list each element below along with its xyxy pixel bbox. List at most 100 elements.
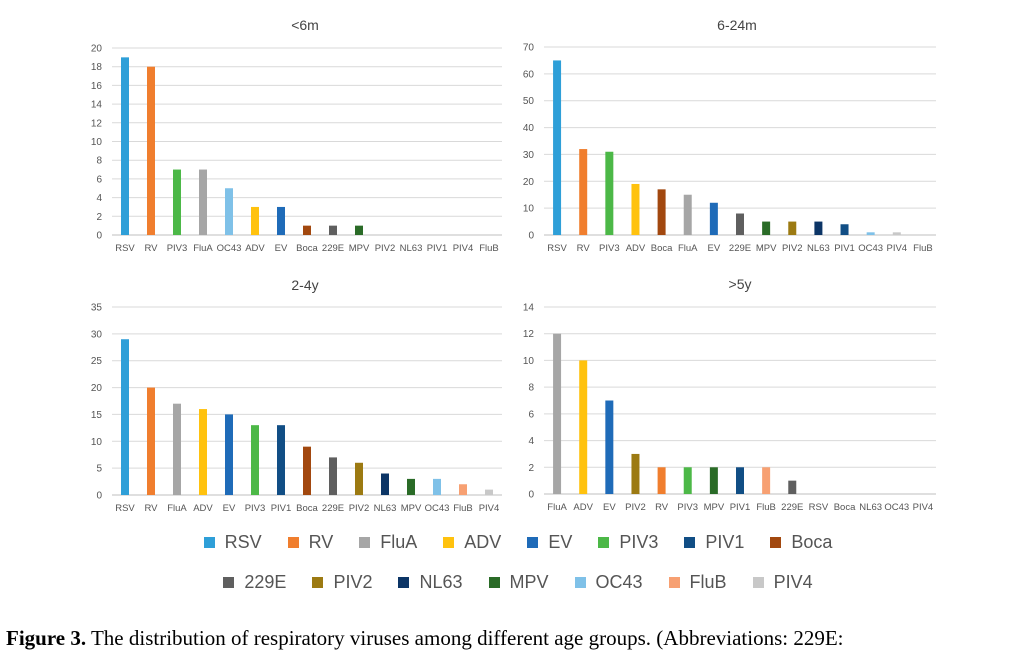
legend-item-boca: Boca bbox=[770, 532, 832, 553]
bar-ev bbox=[225, 414, 233, 495]
legend-swatch bbox=[752, 577, 764, 588]
bar-adv bbox=[199, 409, 207, 495]
bar-flua bbox=[199, 169, 207, 235]
legend-label: OC43 bbox=[595, 572, 643, 592]
legend-item-flua: FluA bbox=[359, 532, 417, 553]
x-tick-label: PIV1 bbox=[271, 503, 292, 514]
legend-label: PIV2 bbox=[333, 572, 373, 592]
x-tick-label: ADV bbox=[245, 243, 265, 254]
bar-adv bbox=[251, 206, 259, 235]
legend-label: FluB bbox=[689, 572, 727, 592]
bar-piv3 bbox=[683, 467, 692, 494]
legend-item-rsv: RSV bbox=[203, 532, 262, 553]
x-tick-label: RSV bbox=[547, 243, 567, 254]
y-tick-label: 30 bbox=[523, 150, 535, 161]
bar-flub bbox=[762, 467, 771, 494]
bar-piv1 bbox=[840, 224, 849, 235]
y-tick-label: 2 bbox=[96, 212, 102, 223]
y-tick-label: 60 bbox=[523, 69, 535, 80]
chart-6-24m: 6-24m 0 10 20 30 40 50 60 70 RSV RV PIV3 ADV Boca FluA… bbox=[523, 17, 936, 254]
x-tick-label: PIV2 bbox=[625, 502, 646, 513]
legend-swatch bbox=[488, 577, 500, 588]
bar-boca bbox=[657, 189, 666, 235]
legend-row-1: RSV RV FluA ADV EV PIV3 PIV1 Boca bbox=[0, 532, 1036, 553]
x-tick-label: MPV bbox=[704, 502, 725, 513]
bar-piv3 bbox=[251, 425, 259, 495]
x-tick-label: PIV3 bbox=[245, 503, 266, 514]
legend-swatch bbox=[684, 537, 696, 548]
chart-over-5y: >5y 0 2 4 6 8 10 12 14 FluA ADV EV PIV2 RV PIV3 MPV PIV1… bbox=[523, 276, 936, 513]
x-tick-label: OC43 bbox=[858, 243, 883, 254]
legend-swatch bbox=[312, 577, 324, 588]
x-tick-label: PIV3 bbox=[599, 243, 620, 254]
x-tick-label: MPV bbox=[401, 503, 422, 514]
x-tick-label: Boca bbox=[651, 243, 673, 254]
bar-rv bbox=[579, 149, 588, 235]
x-tick-label: PIV2 bbox=[782, 243, 803, 254]
chart-title: <6m bbox=[291, 17, 319, 33]
bar-rv bbox=[657, 467, 666, 494]
y-tick-label: 50 bbox=[523, 96, 535, 107]
bar-piv4 bbox=[892, 232, 901, 235]
chart-title: 6-24m bbox=[717, 17, 757, 33]
x-tick-label: FluB bbox=[756, 502, 776, 513]
bar-ev bbox=[605, 400, 614, 494]
x-tick-label: PIV1 bbox=[730, 502, 751, 513]
bar-adv bbox=[631, 183, 640, 235]
bar-flua bbox=[553, 333, 562, 494]
bar-piv4 bbox=[485, 489, 493, 495]
x-tick-label: ADV bbox=[573, 502, 593, 513]
y-tick-label: 18 bbox=[91, 62, 103, 73]
legend-label: ADV bbox=[464, 532, 502, 552]
bar-piv3 bbox=[605, 151, 614, 235]
x-tick-label: PIV1 bbox=[427, 243, 448, 254]
bar-mpv bbox=[709, 467, 718, 494]
legend-item-mpv: MPV bbox=[488, 572, 549, 593]
legend-swatch bbox=[287, 537, 299, 548]
bar-rsv bbox=[553, 60, 562, 235]
legend-swatch bbox=[527, 537, 539, 548]
y-tick-label: 14 bbox=[523, 303, 535, 314]
y-tick-label: 6 bbox=[96, 174, 102, 185]
y-tick-label: 0 bbox=[96, 491, 102, 502]
legend-swatch bbox=[398, 577, 410, 588]
y-tick-label: 0 bbox=[96, 231, 102, 242]
bar-piv3 bbox=[173, 169, 181, 235]
bar-oc43 bbox=[866, 232, 875, 235]
y-tick-label: 8 bbox=[96, 156, 102, 167]
x-tick-label: PIV4 bbox=[479, 503, 500, 514]
y-tick-label: 20 bbox=[91, 383, 103, 394]
bar-rsv bbox=[121, 339, 129, 495]
legend-swatch bbox=[443, 537, 455, 548]
legend-item-piv2: PIV2 bbox=[312, 572, 372, 593]
legend-swatch bbox=[668, 577, 680, 588]
x-tick-label: OC43 bbox=[425, 503, 450, 514]
bar-mpv bbox=[355, 225, 363, 235]
y-tick-label: 30 bbox=[91, 329, 103, 340]
legend-label: FluA bbox=[380, 532, 418, 552]
legend-label: RV bbox=[308, 532, 334, 552]
chart-title: 2-4y bbox=[291, 277, 318, 293]
caption-text: The distribution of respiratory viruses … bbox=[90, 626, 844, 650]
y-tick-label: 5 bbox=[96, 464, 102, 475]
x-tick-label: FluA bbox=[678, 243, 698, 254]
chart-title: >5y bbox=[729, 276, 752, 292]
y-tick-label: 10 bbox=[91, 137, 103, 148]
y-tick-label: 14 bbox=[91, 100, 103, 111]
x-tick-label: FluA bbox=[193, 243, 213, 254]
legend-label: MPV bbox=[509, 572, 549, 592]
legend-item-piv4: PIV4 bbox=[752, 572, 813, 593]
bar-boca bbox=[303, 225, 311, 235]
legend-label: PIV3 bbox=[619, 532, 659, 552]
legend-item-nl63: NL63 bbox=[398, 572, 463, 593]
bar-rv bbox=[147, 66, 155, 235]
bar-flua bbox=[683, 194, 692, 235]
y-tick-label: 40 bbox=[523, 123, 535, 134]
y-tick-label: 12 bbox=[91, 118, 103, 129]
y-tick-label: 4 bbox=[96, 193, 102, 204]
legend-item-oc43: OC43 bbox=[574, 572, 643, 593]
bar-mpv bbox=[762, 221, 771, 235]
y-tick-label: 15 bbox=[91, 410, 103, 421]
legend-item-flub: FluB bbox=[668, 572, 727, 593]
x-tick-label: PIV1 bbox=[834, 243, 855, 254]
